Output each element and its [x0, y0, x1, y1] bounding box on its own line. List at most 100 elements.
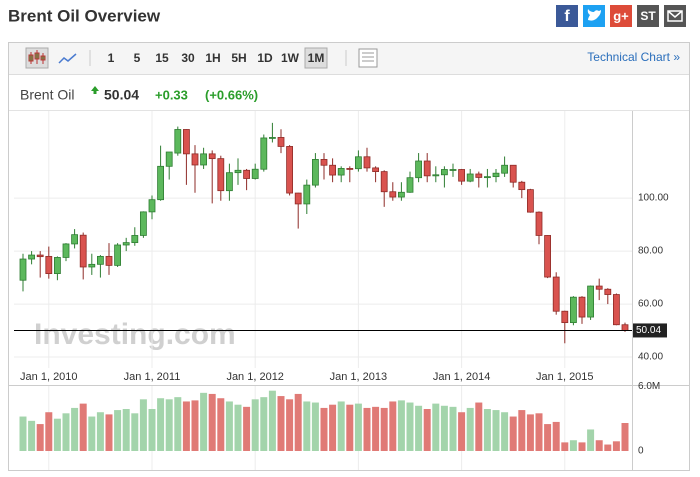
- candle-body: [552, 276, 560, 312]
- volume-bar: [122, 409, 130, 451]
- quote-change: +0.33: [155, 87, 188, 102]
- volume-bar: [53, 418, 61, 451]
- volume-bar: [535, 413, 543, 451]
- volume-bar: [165, 399, 173, 451]
- technical-chart-link[interactable]: Technical Chart »: [587, 50, 680, 64]
- interval-button[interactable]: 1M: [308, 51, 325, 65]
- candle-body: [483, 176, 491, 179]
- candle-body: [621, 324, 629, 331]
- interval-button[interactable]: 1W: [281, 51, 300, 65]
- volume-bar: [397, 400, 405, 451]
- candle-body: [406, 177, 414, 193]
- candle-body: [251, 168, 259, 179]
- volume-bar: [501, 412, 509, 451]
- interval-button[interactable]: 5: [134, 51, 141, 65]
- candle-body: [458, 169, 466, 182]
- volume-bar: [440, 405, 448, 451]
- y-tick-label: 80.00: [638, 246, 663, 257]
- candle-body: [286, 146, 294, 194]
- x-tick-label: Jan 1, 2014: [433, 371, 491, 383]
- volume-bar: [595, 440, 603, 451]
- volume-bar: [526, 414, 534, 451]
- volume-bar: [191, 400, 199, 451]
- volume-tick-label: 6.0M: [638, 381, 660, 392]
- facebook-label[interactable]: f: [564, 8, 570, 25]
- interval-button[interactable]: 5H: [231, 51, 246, 65]
- interval-button[interactable]: 15: [155, 51, 169, 65]
- interval-button[interactable]: 1H: [205, 51, 220, 65]
- x-tick-label: Jan 1, 2010: [20, 371, 78, 383]
- st-icon[interactable]: [637, 5, 659, 27]
- candle-body: [527, 189, 534, 213]
- quote-name: Brent Oil: [20, 87, 74, 103]
- interval-active: [304, 47, 328, 69]
- candle-body: [208, 153, 216, 160]
- volume-bar: [286, 399, 294, 451]
- candle-body: [415, 160, 423, 179]
- candle-body: [561, 310, 569, 324]
- settings-glyph: [362, 52, 374, 62]
- y-tick-label: 40.00: [638, 352, 663, 363]
- interval-button[interactable]: 30: [181, 51, 195, 65]
- candle-body: [200, 153, 208, 166]
- candle-body: [28, 254, 36, 260]
- candle-body: [303, 184, 311, 205]
- y-tick-label: 60.00: [638, 299, 663, 310]
- volume-bar: [320, 407, 328, 451]
- volume-bar: [88, 416, 96, 451]
- volume-bar: [544, 424, 552, 451]
- facebook-icon[interactable]: [556, 5, 578, 27]
- gplus-label[interactable]: g+: [613, 8, 629, 23]
- volume-bar: [225, 401, 233, 451]
- candle-body: [604, 288, 612, 295]
- candle-body: [363, 156, 371, 169]
- volume-bar: [604, 444, 612, 451]
- gplus-icon[interactable]: [610, 5, 632, 27]
- volume-bar: [380, 407, 388, 451]
- interval-button[interactable]: 1: [108, 51, 115, 65]
- settings-button[interactable]: [358, 48, 378, 68]
- candle-body: [277, 137, 285, 147]
- volume-bar: [483, 409, 491, 451]
- volume-bar: [389, 401, 397, 451]
- last-price-label: 50.04: [636, 325, 661, 336]
- volume-bar: [372, 406, 380, 451]
- volume-bar: [466, 407, 474, 451]
- volume-bar: [294, 393, 302, 451]
- x-tick-label: Jan 1, 2012: [226, 371, 284, 383]
- volume-bar: [234, 404, 242, 451]
- interval-button[interactable]: 1D: [257, 51, 273, 65]
- volume-bar: [363, 407, 371, 451]
- candle-body: [19, 258, 27, 281]
- volume-bar: [105, 414, 113, 451]
- up-arrow: [91, 86, 99, 94]
- candle-body: [234, 169, 242, 174]
- st-label[interactable]: ST: [640, 9, 656, 23]
- volume-bar: [139, 399, 147, 451]
- volume-bar: [114, 410, 122, 451]
- candle-body: [337, 168, 345, 176]
- candle-body: [71, 234, 78, 245]
- volume-bar: [432, 403, 440, 451]
- volume-bar: [96, 412, 104, 451]
- line-type-button[interactable]: [58, 53, 77, 64]
- interval-group: 1 5 15 30 1H 5H 1D 1W 1M: [108, 47, 328, 69]
- candle-body: [45, 255, 53, 275]
- volume-bar: [509, 416, 517, 451]
- title: Brent Oil Overview: [8, 6, 161, 25]
- candle-body: [311, 159, 319, 186]
- candle-body: [397, 191, 405, 198]
- x-tick-label: Jan 1, 2011: [124, 371, 181, 383]
- volume-bar: [587, 429, 595, 451]
- toolbar: [9, 43, 689, 74]
- candle-body: [62, 243, 70, 258]
- volume-bar: [612, 441, 620, 451]
- volume-bar: [552, 421, 560, 451]
- x-tick-label: Jan 1, 2013: [330, 371, 388, 383]
- volume-bar: [354, 403, 362, 451]
- volume-bar: [19, 416, 27, 451]
- volume-bar: [621, 423, 629, 451]
- twitter-bird: [587, 9, 601, 21]
- candle-icon: [28, 50, 46, 64]
